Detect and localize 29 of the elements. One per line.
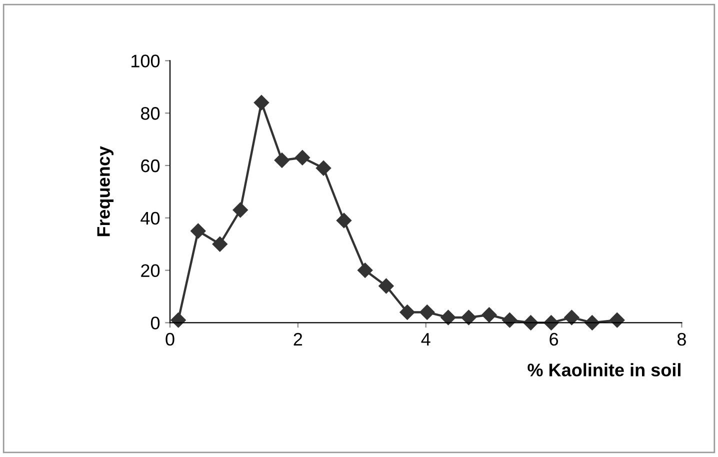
point: [316, 160, 332, 176]
point: [358, 262, 373, 278]
point: [564, 310, 580, 326]
point: [294, 150, 310, 166]
y-axis-title: Frequency: [97, 146, 114, 236]
y-tick-label: 40: [140, 212, 160, 225]
point: [212, 236, 228, 252]
point: [420, 304, 435, 320]
point: [274, 152, 290, 168]
x-tick-label: 2: [294, 332, 302, 346]
point: [336, 212, 352, 228]
point: [190, 223, 206, 239]
x-tick-label: 0: [166, 332, 174, 346]
x-tick-label: 8: [677, 332, 686, 346]
point: [482, 307, 497, 322]
point: [232, 202, 248, 218]
y-tick-label: 80: [140, 107, 160, 120]
x-tick-label: 4: [421, 333, 430, 346]
y-tick-label: 60: [141, 159, 160, 172]
point: [440, 310, 456, 326]
point: [400, 304, 415, 320]
y-tick-label: 100: [132, 54, 160, 68]
point: [254, 95, 270, 110]
x-tick-label: 6: [550, 332, 558, 346]
point: [378, 278, 394, 294]
x-axis-title: % Kaolinite in soil: [528, 363, 680, 376]
y-tick-label: 0: [150, 316, 160, 330]
point: [461, 310, 476, 326]
y-tick-label: 20: [141, 264, 160, 278]
